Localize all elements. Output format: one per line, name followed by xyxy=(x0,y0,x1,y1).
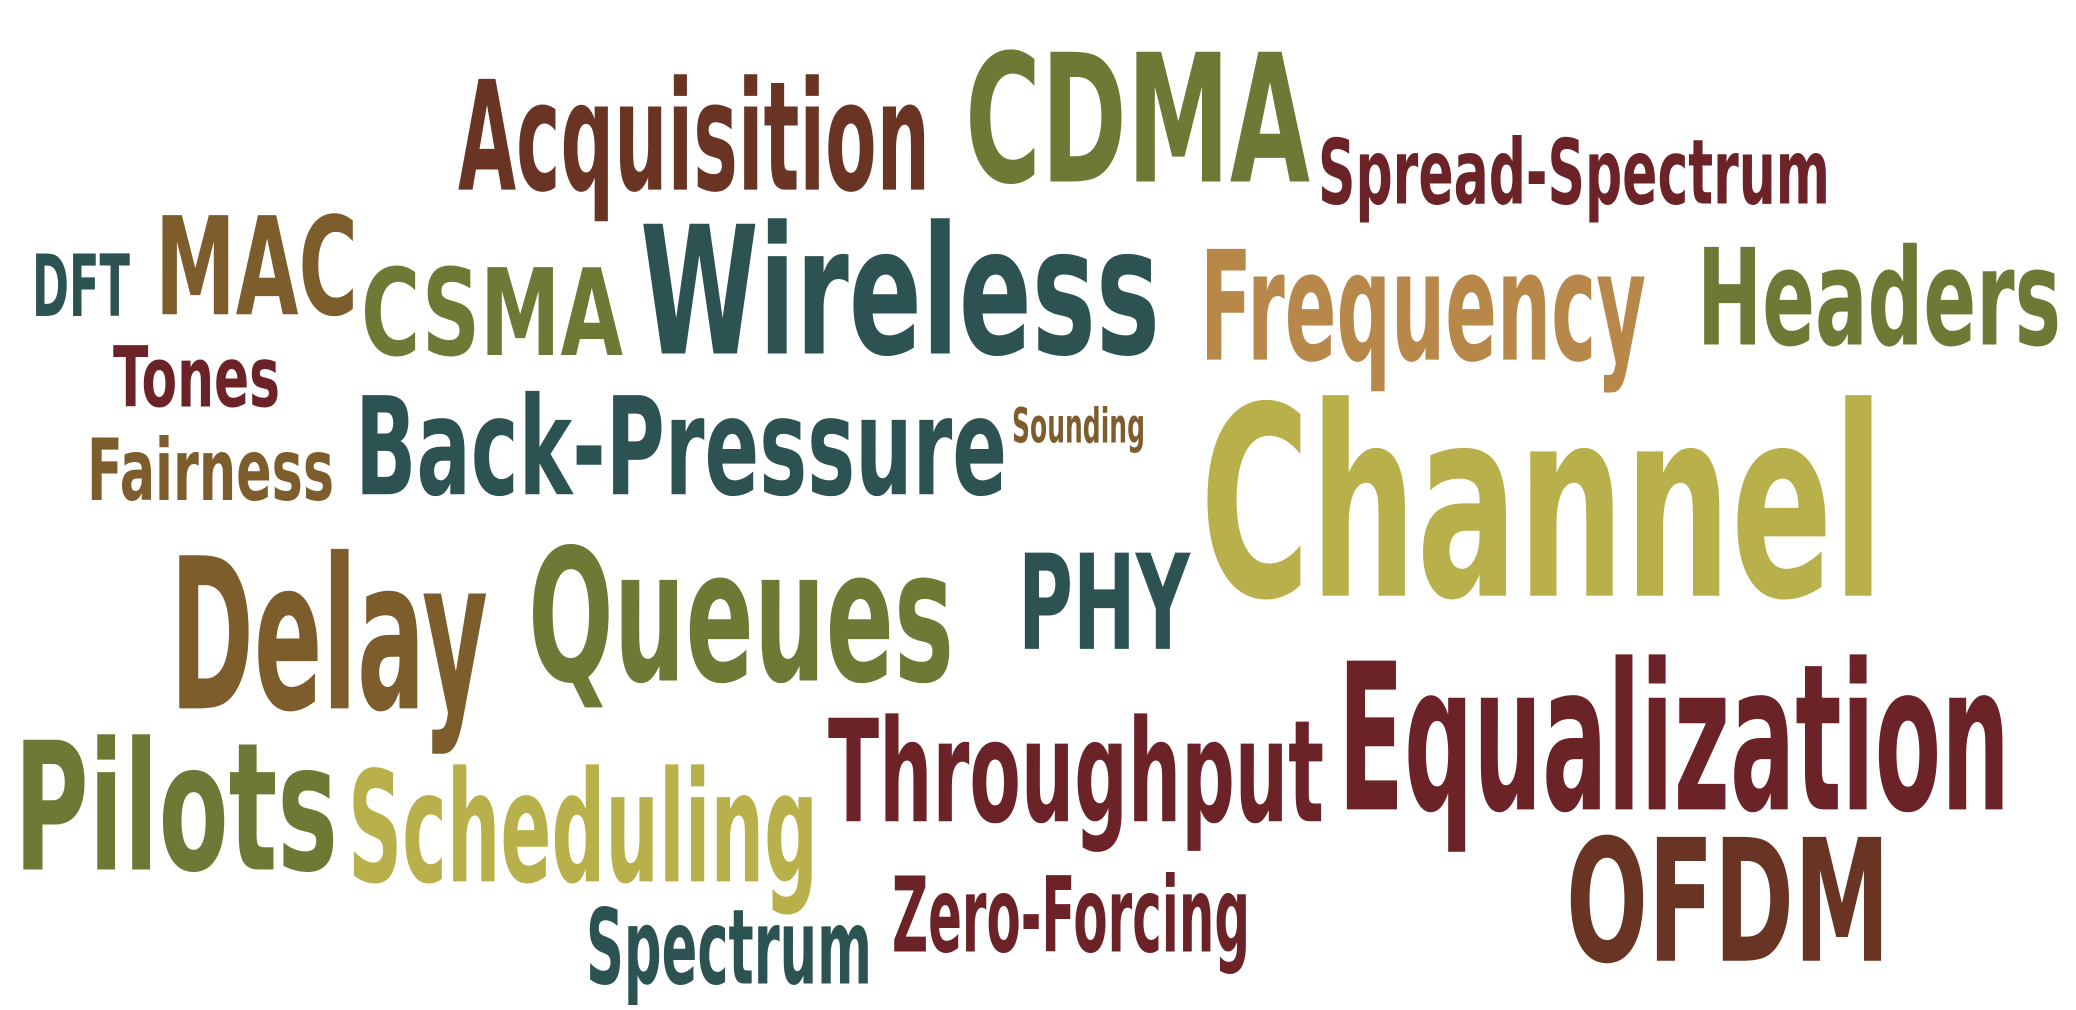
word-back-pressure: Back-Pressure xyxy=(355,367,1007,527)
word-ofdm: OFDM xyxy=(1566,802,1890,1002)
word-dft: DFT xyxy=(32,236,130,337)
word-frequency: Frequency xyxy=(1200,218,1646,397)
word-channel: Channel xyxy=(1200,350,1884,660)
word-fairness: Fairness xyxy=(87,420,334,521)
word-delay: Delay xyxy=(170,513,488,759)
word-throughput: Throughput xyxy=(828,689,1324,856)
word-csma: CSMA xyxy=(361,243,623,384)
word-wireless: Wireless xyxy=(640,187,1160,397)
word-cdma: CDMA xyxy=(965,15,1310,225)
word-spread-spectrum: Spread-Spectrum xyxy=(1318,119,1830,226)
word-headers: Headers xyxy=(1697,219,2061,377)
word-pilots: Pilots xyxy=(14,703,339,913)
word-phy: PHY xyxy=(1018,526,1190,681)
word-mac: MAC xyxy=(155,187,358,347)
word-equalization: Equalization xyxy=(1338,619,2010,859)
word-queues: Queues xyxy=(528,509,954,725)
word-scheduling: Scheduling xyxy=(348,738,818,919)
word-zero-forcing: Zero-Forcing xyxy=(892,854,1250,977)
word-spectrum: Spectrum xyxy=(586,886,872,1009)
word-sounding: Sounding xyxy=(1012,397,1145,454)
word-tones: Tones xyxy=(113,328,280,427)
word-acquisition: Acquisition xyxy=(458,48,930,227)
